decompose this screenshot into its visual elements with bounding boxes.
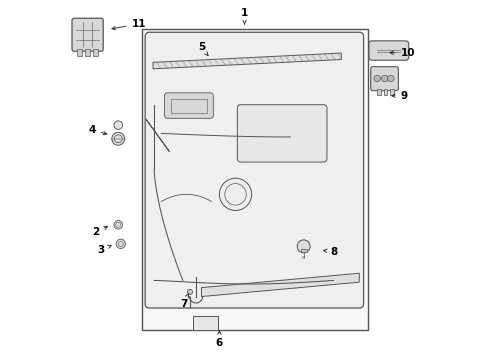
Circle shape — [219, 178, 251, 211]
Bar — [85, 49, 90, 55]
Text: 11: 11 — [112, 19, 146, 30]
Bar — [300, 249, 306, 252]
Polygon shape — [153, 53, 341, 69]
FancyBboxPatch shape — [237, 105, 326, 162]
Circle shape — [116, 239, 125, 248]
Circle shape — [114, 121, 122, 130]
Bar — [77, 49, 82, 55]
Bar — [192, 316, 217, 330]
FancyBboxPatch shape — [145, 32, 363, 308]
Text: 3: 3 — [97, 245, 111, 255]
Circle shape — [187, 289, 192, 294]
Bar — [171, 99, 206, 113]
Bar — [389, 89, 393, 95]
Text: 9: 9 — [391, 91, 407, 101]
Polygon shape — [201, 273, 359, 297]
Circle shape — [373, 75, 380, 82]
FancyBboxPatch shape — [164, 93, 213, 118]
Circle shape — [387, 75, 393, 82]
Bar — [376, 89, 380, 95]
FancyBboxPatch shape — [72, 18, 103, 51]
Circle shape — [297, 240, 309, 253]
Text: 5: 5 — [198, 42, 207, 55]
Text: 8: 8 — [323, 247, 337, 257]
Bar — [383, 89, 386, 95]
Text: 4: 4 — [88, 125, 106, 135]
Text: 1: 1 — [241, 8, 247, 24]
Text: 10: 10 — [389, 48, 414, 58]
Text: 6: 6 — [215, 331, 223, 348]
Bar — [93, 49, 98, 55]
FancyBboxPatch shape — [370, 67, 398, 91]
Circle shape — [381, 75, 387, 82]
Bar — [142, 29, 367, 330]
Circle shape — [114, 221, 122, 229]
Circle shape — [112, 132, 124, 145]
Text: 7: 7 — [180, 293, 188, 309]
Text: 2: 2 — [92, 226, 107, 237]
FancyBboxPatch shape — [368, 41, 408, 60]
